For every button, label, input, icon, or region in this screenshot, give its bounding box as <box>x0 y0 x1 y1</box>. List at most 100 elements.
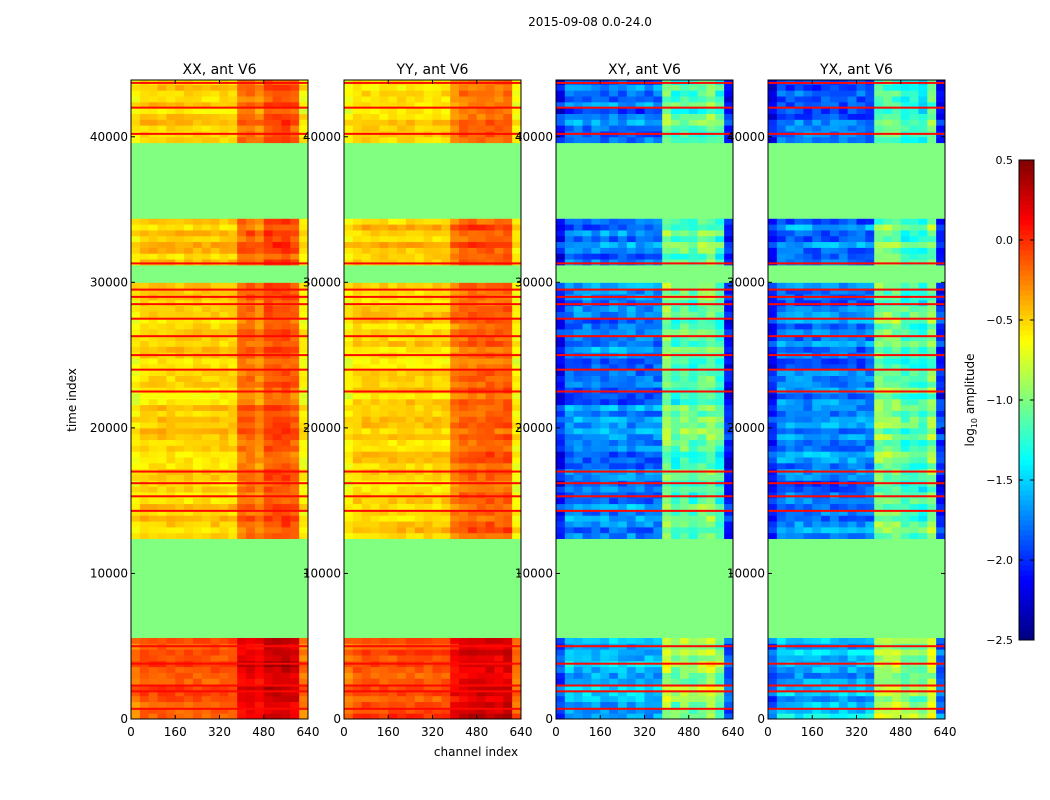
heatmap-cell <box>405 96 416 103</box>
heatmap-cell <box>361 497 372 505</box>
heatmap-cell <box>175 259 185 266</box>
heatmap-cell <box>370 96 380 103</box>
heatmap-cell <box>671 532 681 540</box>
heatmap-cell <box>219 334 229 342</box>
heatmap-cell <box>591 218 601 225</box>
heatmap-cell <box>157 119 167 126</box>
heatmap-cell <box>635 672 645 679</box>
heatmap-cell <box>290 462 300 470</box>
heatmap-cell <box>148 398 159 406</box>
heatmap-cell <box>653 654 663 662</box>
heatmap-cell <box>706 486 716 493</box>
heatmap-cell <box>715 707 725 714</box>
heatmap-cell <box>617 346 628 353</box>
heatmap-cell <box>662 410 672 417</box>
heatmap-cell <box>405 282 416 289</box>
heatmap-cell <box>626 119 637 126</box>
heatmap-cell <box>556 381 566 388</box>
heatmap-cell <box>361 689 372 697</box>
heatmap-cell <box>344 631 521 638</box>
heatmap-cell <box>299 678 309 685</box>
heatmap-cell <box>609 369 619 376</box>
heatmap-cell <box>299 486 309 493</box>
heatmap-cell <box>467 323 478 330</box>
heatmap-cell <box>148 707 159 714</box>
heatmap-cell <box>148 218 159 225</box>
heatmap-cell <box>573 451 584 458</box>
heatmap-cell <box>679 433 690 441</box>
heatmap-cell <box>397 666 407 673</box>
heatmap-cell <box>175 672 185 679</box>
heatmap-cell <box>432 235 442 243</box>
heatmap-cell <box>201 427 212 435</box>
heatmap-cell <box>653 387 663 394</box>
heatmap-cell <box>254 398 265 406</box>
heatmap-cell <box>494 491 504 499</box>
heatmap-cell <box>210 672 220 679</box>
heatmap-cell <box>459 253 469 260</box>
heatmap-cell <box>184 497 194 505</box>
heatmap-cell <box>644 340 654 347</box>
heatmap-cell <box>299 532 309 540</box>
heatmap-cell <box>397 451 407 458</box>
heatmap-cell <box>192 136 203 144</box>
heatmap-cell <box>441 334 451 342</box>
heatmap-cell <box>246 462 256 470</box>
heatmap-cell <box>254 689 265 697</box>
heatmap-cell <box>644 689 654 697</box>
heatmap-cell <box>582 235 592 243</box>
heatmap-cell <box>485 439 495 446</box>
heatmap-cell <box>573 503 584 510</box>
heatmap-cell <box>272 410 282 417</box>
heatmap-cell <box>512 136 522 144</box>
heatmap-cell <box>131 631 308 638</box>
heatmap-cell <box>662 672 672 679</box>
heatmap-cell <box>414 253 425 260</box>
heatmap-cell <box>706 259 716 266</box>
heatmap-cell <box>626 229 637 237</box>
heatmap-cell <box>201 241 212 248</box>
heatmap-cell <box>494 259 504 266</box>
heatmap-cell <box>263 410 274 417</box>
heatmap-cell <box>724 416 734 423</box>
heatmap-cell <box>379 416 389 423</box>
heatmap-cell <box>201 375 212 382</box>
heatmap-cell <box>688 666 699 673</box>
heatmap-cell <box>591 515 601 522</box>
heatmap-cell <box>494 346 504 353</box>
heatmap-cell <box>459 235 469 243</box>
heatmap-cell <box>388 253 398 260</box>
heatmap-cell <box>166 713 176 720</box>
heatmap-cell <box>246 229 256 237</box>
heatmap-cell <box>370 90 380 97</box>
heatmap-cell <box>600 404 610 411</box>
heatmap-cell <box>556 439 566 446</box>
heatmap-cell <box>290 666 300 673</box>
heatmap-cell <box>688 381 699 388</box>
heatmap-cell <box>361 387 372 394</box>
heatmap-cell <box>600 462 610 470</box>
heatmap-cell <box>184 218 194 225</box>
heatmap-cell <box>344 160 521 167</box>
rfi-line <box>556 303 733 306</box>
rfi-line <box>344 662 521 665</box>
heatmap-cell <box>219 247 229 254</box>
heatmap-cell <box>344 573 521 580</box>
heatmap-cell <box>564 247 575 254</box>
heatmap-cell <box>157 497 167 505</box>
heatmap-cell <box>263 486 274 493</box>
heatmap-cell <box>184 247 194 254</box>
heatmap-cell <box>131 200 308 208</box>
heatmap-cell <box>626 125 637 132</box>
heatmap-cell <box>441 119 451 126</box>
heatmap-cell <box>653 707 663 714</box>
heatmap-cell <box>148 486 159 493</box>
heatmap-cell <box>662 229 672 237</box>
heatmap-cell <box>927 701 937 708</box>
heatmap-cell <box>192 684 203 691</box>
heatmap-cell <box>715 369 725 376</box>
heatmap-cell <box>556 538 733 545</box>
y-tick-label: 40000 <box>515 130 553 144</box>
heatmap-cell <box>856 707 866 714</box>
heatmap-cell <box>459 358 469 365</box>
